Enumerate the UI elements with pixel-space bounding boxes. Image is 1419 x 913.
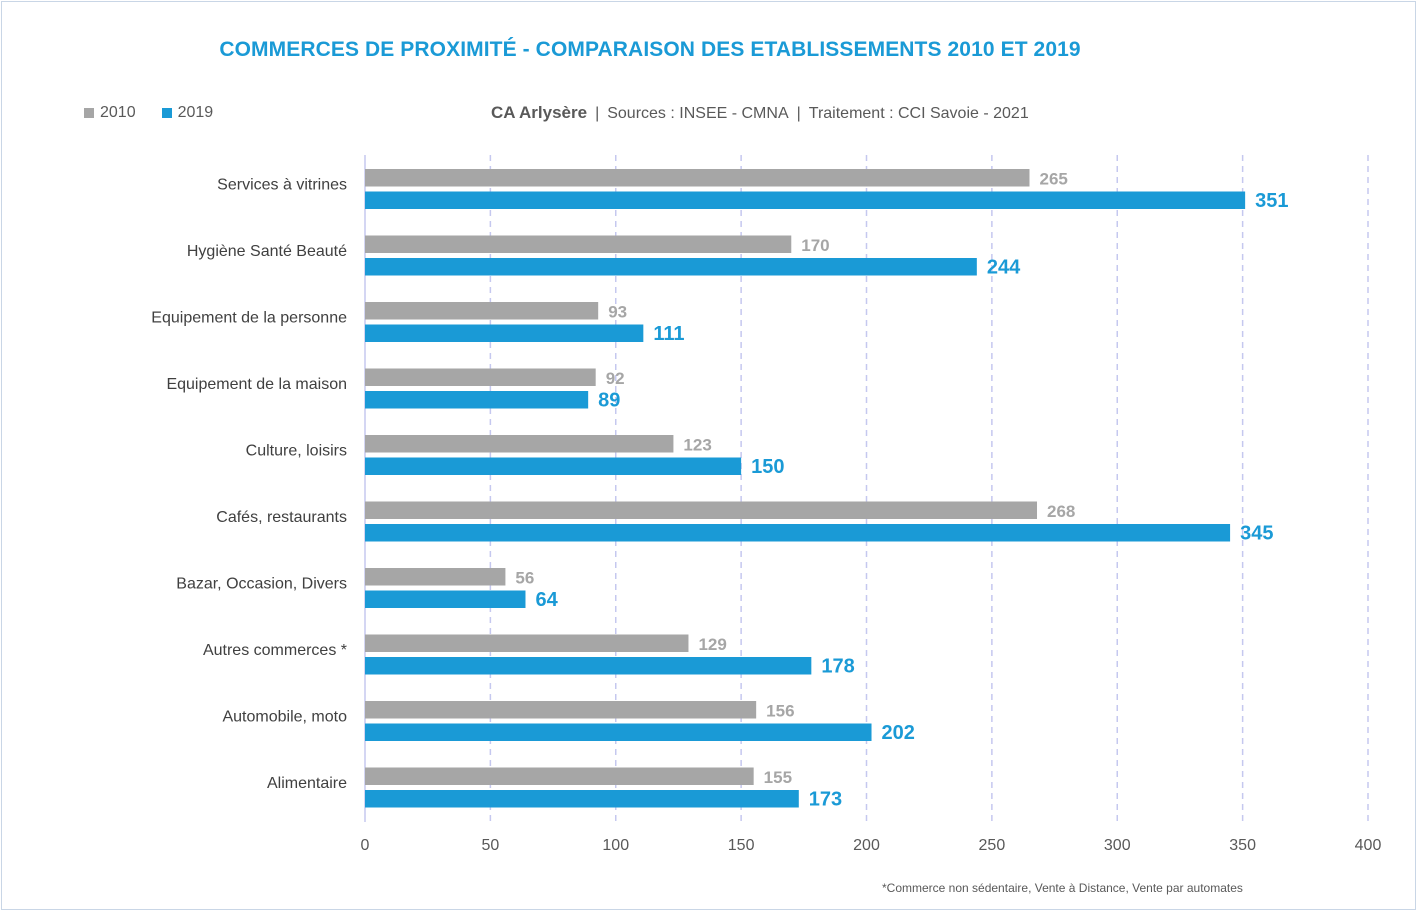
bar-2019 [365,723,872,741]
category-label: Alimentaire [267,775,347,792]
data-label-2010: 93 [608,303,627,322]
data-label-2010: 56 [515,569,534,588]
subtitle-separator: | [595,105,600,122]
data-label-2019: 202 [882,722,915,744]
bar-2019 [365,324,644,342]
legend-label-2010: 2010 [100,104,136,121]
bar-2019 [365,191,1246,209]
category-label: Culture, loisirs [246,443,347,460]
legend-swatch-2019 [161,108,172,118]
data-label-2010: 268 [1047,502,1075,521]
bar-2010 [365,634,689,652]
data-label-2010: 170 [801,236,829,255]
subtitle-sources: Sources : INSEE - CMNA [607,105,789,122]
bar-2019 [365,524,1231,542]
bar-2010 [365,568,506,586]
legend: 2010 2019 [84,104,213,122]
category-label: Cafés, restaurants [216,509,347,526]
data-label-2019: 345 [1240,523,1273,545]
category-label: Equipement de la maison [166,376,347,393]
bar-2019 [365,391,589,409]
category-label: Autres commerces * [203,642,347,659]
footnote: *Commerce non sédentaire, Vente à Distan… [882,881,1243,895]
legend-item-2010: 2010 [84,104,136,122]
bar-2010 [365,435,674,453]
bar-2010 [365,701,757,719]
legend-swatch-2010 [84,108,94,118]
bar-2010 [365,368,596,386]
subtitle-processing: Traitement : CCI Savoie - 2021 [808,105,1029,122]
category-label: Hygiène Santé Beauté [187,243,347,260]
data-label-2019: 89 [598,390,620,412]
x-tick-label: 0 [361,837,370,854]
data-label-2019: 351 [1255,190,1288,212]
data-label-2010: 129 [698,635,726,654]
bar-2010 [365,235,792,253]
bar-2019 [365,457,742,475]
category-label: Services à vitrines [217,177,347,194]
x-tick-label: 300 [1104,837,1131,854]
x-tick-label: 150 [728,837,755,854]
subtitle-territory: CA Arlysère [491,103,588,122]
data-label-2019: 64 [535,589,558,611]
data-label-2019: 244 [987,257,1021,279]
x-tick-label: 250 [979,837,1006,854]
data-label-2010: 156 [766,702,794,721]
bar-2010 [365,767,754,785]
x-tick-label: 200 [853,837,880,854]
x-tick-label: 100 [602,837,629,854]
bar-2019 [365,590,526,608]
data-label-2019: 150 [751,456,784,478]
bar-2019 [365,790,799,808]
legend-item-2019: 2019 [161,104,214,122]
x-tick-label: 350 [1229,837,1256,854]
chart-subtitle: CA Arlysère | Sources : INSEE - CMNA | Trait… [491,103,1029,123]
data-label-2010: 123 [683,436,711,455]
x-tick-label: 400 [1355,837,1382,854]
chart-title: COMMERCES DE PROXIMITÉ - COMPARAISON DES… [219,38,1081,61]
data-label-2010: 155 [764,768,792,787]
bar-2019 [365,657,812,675]
data-label-2019: 173 [809,789,842,811]
bar-2010 [365,501,1038,519]
x-tick-label: 50 [481,837,499,854]
category-label: Automobile, moto [222,709,347,726]
bar-2010 [365,169,1030,187]
bar-2010 [365,302,599,320]
data-label-2010: 265 [1039,170,1067,189]
data-label-2019: 178 [821,656,854,678]
bar-2019 [365,258,977,276]
category-label: Equipement de la personne [151,310,347,327]
subtitle-separator: | [796,105,801,122]
data-label-2019: 111 [653,323,684,345]
category-label: Bazar, Occasion, Divers [176,576,347,593]
legend-label-2019: 2019 [177,104,214,121]
data-label-2010: 92 [606,369,625,388]
